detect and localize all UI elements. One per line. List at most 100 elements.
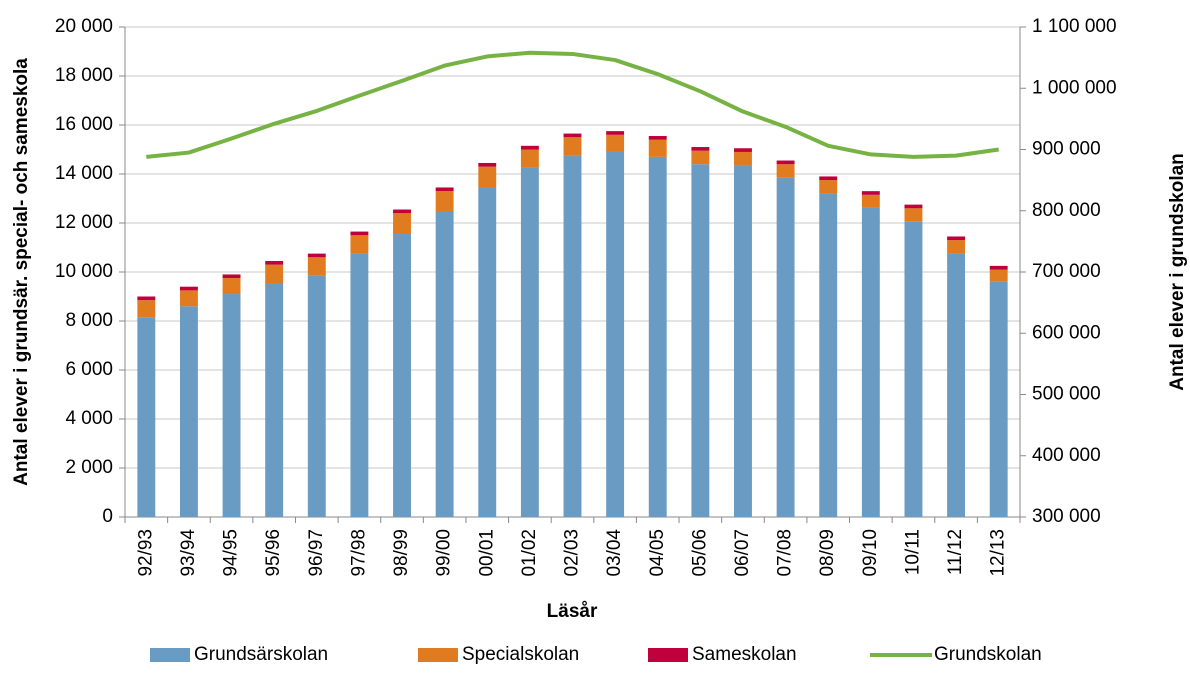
y2-tick-label: 300 000	[1032, 506, 1101, 527]
bar-segment	[606, 151, 625, 517]
bar-segment	[137, 296, 156, 301]
y2-tick-label: 700 000	[1032, 261, 1101, 282]
x-tick-label: 99/00	[434, 529, 455, 577]
bar-segment	[648, 139, 667, 157]
bar-segment	[776, 177, 795, 518]
y2-tick-label: 1 100 000	[1032, 16, 1117, 37]
y-tick-label: 18 000	[55, 65, 113, 86]
bar-segment	[734, 151, 752, 166]
y2-tick-label: 400 000	[1032, 445, 1101, 466]
bar-segment	[691, 150, 710, 165]
bar-segment	[861, 191, 880, 195]
bar-segment	[606, 134, 625, 152]
x-tick-label: 95/96	[263, 529, 284, 577]
x-tick-label: 09/10	[860, 529, 881, 577]
bar-segment	[179, 306, 198, 517]
bar-segment	[478, 166, 497, 188]
bar-segment	[265, 260, 284, 265]
x-tick-label: 10/11	[902, 529, 923, 575]
bar-segment	[563, 133, 582, 138]
x-tick-label: 01/02	[519, 529, 540, 577]
bar-segment	[222, 294, 241, 517]
bar-segment	[819, 193, 838, 517]
bar-segment	[520, 145, 539, 150]
x-tick-label: 07/08	[775, 529, 796, 577]
bar-segment	[691, 164, 710, 517]
y2-tick-label: 600 000	[1032, 322, 1101, 343]
x-tick-label: 94/95	[221, 529, 242, 577]
bar-segment	[222, 278, 241, 295]
y2-tick-label: 900 000	[1032, 139, 1101, 160]
bar-segment	[989, 269, 1008, 282]
bar-segment	[947, 253, 966, 517]
x-tick-label: 93/94	[178, 529, 199, 577]
y-tick-label: 8 000	[65, 310, 113, 331]
legend-label: Grundskolan	[934, 644, 1042, 665]
y-tick-label: 2 000	[65, 457, 113, 478]
bar-segment	[520, 167, 539, 517]
line	[146, 50, 999, 159]
bar-segment	[350, 235, 369, 254]
bar-segment	[222, 274, 241, 279]
x-tick-label: 97/98	[348, 529, 369, 577]
bar-segment	[265, 283, 284, 517]
legend-label: Grundsärskolan	[194, 644, 328, 665]
x-tick-label: 08/09	[817, 529, 838, 577]
y-tick-label: 12 000	[55, 212, 113, 233]
bar-segment	[137, 300, 156, 318]
bar-segment	[861, 207, 880, 517]
bar-segment	[734, 165, 752, 518]
bar-segment	[904, 204, 923, 209]
x-tick-label: 05/06	[689, 529, 710, 577]
legend-label: Specialskolan	[462, 644, 579, 665]
legend-label: Sameskolan	[692, 644, 797, 665]
y-tick-label: 16 000	[55, 114, 113, 135]
x-tick-label: 96/97	[306, 529, 327, 577]
legend-swatch	[150, 648, 190, 662]
bar-segment	[563, 155, 582, 517]
bar-segment	[648, 136, 667, 140]
bar-segment	[904, 221, 923, 517]
y2-tick-label: 800 000	[1032, 200, 1101, 221]
x-tick-label: 00/01	[476, 529, 497, 577]
bar-segment	[265, 264, 284, 284]
y-tick-label: 10 000	[55, 261, 113, 282]
x-tick-label: 12/13	[988, 529, 1009, 577]
bar-segment	[307, 275, 326, 517]
y2-axis-title: Antal elever i grundskolan	[1167, 153, 1188, 391]
bar-segment	[137, 317, 156, 517]
bar-segment	[819, 180, 838, 194]
x-axis-title: Läsår	[547, 601, 598, 622]
bar-segment	[904, 208, 923, 222]
bar-segment	[179, 290, 198, 307]
bar-segment	[393, 234, 411, 517]
x-tick-label: 02/03	[562, 529, 583, 577]
bar-segment	[691, 147, 710, 151]
bar-segment	[435, 191, 454, 212]
y2-tick-label: 500 000	[1032, 384, 1101, 405]
x-tick-label: 98/99	[391, 529, 412, 577]
bar-segment	[520, 149, 539, 168]
bar-segment	[648, 156, 667, 517]
bar-segment	[776, 160, 795, 165]
bar-segment	[989, 265, 1008, 270]
y-tick-label: 4 000	[65, 408, 113, 429]
bar-segment	[179, 286, 198, 291]
bar-segment	[563, 137, 582, 156]
x-tick-label: 06/07	[732, 529, 753, 577]
y-tick-label: 0	[102, 506, 113, 527]
y-tick-label: 14 000	[55, 163, 113, 184]
bar-segment	[776, 164, 795, 178]
bar-segment	[307, 253, 326, 258]
bar-segment	[350, 253, 369, 517]
x-tick-label: 03/04	[604, 529, 625, 577]
bar-segment	[947, 240, 966, 254]
bar-segment	[606, 131, 625, 135]
x-tick-label: 92/93	[135, 529, 156, 577]
bar-segment	[989, 281, 1008, 517]
bar-segment	[947, 236, 966, 241]
bar-segment	[819, 176, 838, 181]
legend-swatch	[648, 648, 688, 662]
bar-segment	[478, 187, 497, 517]
